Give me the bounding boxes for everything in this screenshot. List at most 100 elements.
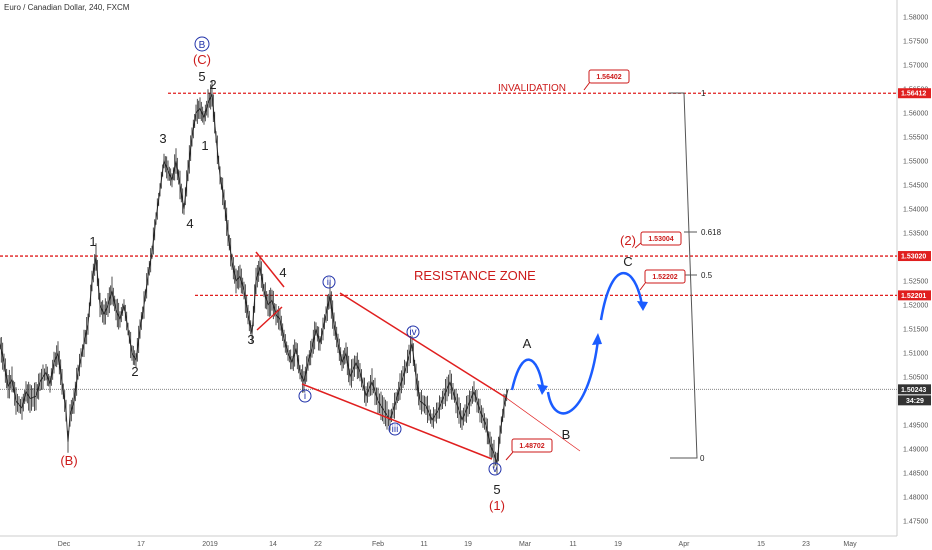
price-axis-bg[interactable] bbox=[897, 0, 932, 536]
wave-label-4-upper: 4 bbox=[186, 216, 193, 231]
x-tick-label: 17 bbox=[137, 541, 145, 548]
projection-arrow-c bbox=[637, 301, 648, 311]
x-tick-label: 19 bbox=[614, 541, 622, 548]
wave-label-5-top: 5 bbox=[198, 69, 205, 84]
price-tags: 1.56412 1.53020 1.52201 1.50243 34:29 bbox=[898, 88, 931, 406]
y-tick-label: 1.52500 bbox=[903, 279, 928, 286]
projection-wave-b bbox=[546, 339, 600, 415]
x-axis-ticks: Dec 17 2019 14 22 Feb 11 19 Mar 11 19 Apr 15 23 May bbox=[58, 541, 857, 548]
x-tick-label: 11 bbox=[420, 541, 427, 548]
wave-label-2-paren: (2) bbox=[620, 233, 636, 248]
wave-v-circle bbox=[488, 462, 502, 476]
callout-156402-text: 1.56402 bbox=[596, 74, 621, 81]
callout-152202-text: 1.52202 bbox=[652, 274, 677, 281]
x-tick-label: Dec bbox=[58, 541, 71, 548]
x-tick-label: 15 bbox=[757, 541, 765, 548]
callout-148702: 1.48702 bbox=[505, 438, 553, 461]
price-levels bbox=[0, 92, 897, 390]
wave-label-iii: iii bbox=[392, 424, 399, 435]
x-tick-label: 23 bbox=[802, 541, 810, 548]
wedge-upper-line bbox=[339, 292, 506, 398]
y-tick-label: 1.51000 bbox=[903, 351, 928, 358]
wave-label-iv: iv bbox=[409, 327, 416, 338]
x-tick-label: Feb bbox=[372, 541, 384, 548]
wave-label-1-paren: (1) bbox=[489, 498, 505, 513]
wave-label-ii: ii bbox=[327, 277, 331, 288]
wave-label-v: v bbox=[493, 464, 498, 475]
x-tick-label: 19 bbox=[464, 541, 472, 548]
y-tick-label: 1.54500 bbox=[903, 183, 928, 190]
x-tick-label: Apr bbox=[679, 541, 691, 548]
wave-label-3-upper: 3 bbox=[159, 131, 166, 146]
projection-arrow-b bbox=[592, 333, 602, 345]
countdown-tag-label: 34:29 bbox=[906, 398, 924, 405]
price-tag-label: 1.56412 bbox=[901, 91, 926, 98]
y-tick-label: 1.55500 bbox=[903, 135, 928, 142]
price-tag-bg bbox=[898, 251, 931, 262]
wave-iii-circle bbox=[388, 422, 402, 436]
wave-label-2-left: 2 bbox=[131, 364, 138, 379]
projection-wave-c bbox=[599, 271, 644, 321]
price-tag-bg bbox=[898, 290, 931, 301]
projection-arrow-a bbox=[537, 384, 548, 395]
triangle-lower-line bbox=[256, 306, 283, 331]
callout-153004-text: 1.53004 bbox=[648, 236, 673, 243]
x-tick-label: 2019 bbox=[202, 541, 218, 548]
wave-B-circle bbox=[194, 36, 210, 52]
wave-label-circle-B: B bbox=[199, 40, 206, 51]
price-tag-label: 1.53020 bbox=[901, 254, 926, 261]
callout-148702-text: 1.48702 bbox=[519, 443, 544, 450]
fib-label-0: 0 bbox=[700, 454, 705, 463]
price-tag-bg bbox=[898, 88, 931, 99]
callout-156402: 1.56402 bbox=[583, 69, 630, 91]
wave-label-2-top: 2 bbox=[209, 77, 216, 92]
wave-ii-circle bbox=[322, 275, 336, 289]
price-tag-label: 1.50243 bbox=[901, 387, 926, 394]
y-tick-label: 1.49000 bbox=[903, 447, 928, 454]
wave-label-3-mid: 3 bbox=[247, 332, 254, 347]
y-tick-label: 1.57000 bbox=[903, 63, 928, 70]
y-tick-label: 1.49500 bbox=[903, 423, 928, 430]
price-series bbox=[0, 81, 509, 475]
wave-label-i: i bbox=[304, 391, 306, 402]
y-tick-label: 1.56000 bbox=[903, 111, 928, 118]
y-tick-label: 1.58000 bbox=[903, 15, 928, 22]
chart-title: Euro / Canadian Dollar, 240, FXCM bbox=[4, 3, 130, 12]
wave-label-C-paren: (C) bbox=[193, 52, 211, 67]
y-tick-label: 1.47500 bbox=[903, 519, 928, 526]
y-tick-label: 1.53500 bbox=[903, 231, 928, 238]
y-tick-label: 1.52000 bbox=[903, 303, 928, 310]
wedge-lower-line bbox=[301, 383, 493, 460]
y-tick-label: 1.55000 bbox=[903, 159, 928, 166]
x-tick-label: Mar bbox=[519, 541, 532, 548]
projection-wave-a bbox=[510, 358, 545, 391]
countdown-tag-bg bbox=[898, 395, 931, 406]
x-tick-label: 22 bbox=[314, 541, 322, 548]
x-tick-label: May bbox=[843, 541, 857, 548]
wave-label-C: C bbox=[623, 254, 632, 269]
triangle-upper-line bbox=[255, 251, 285, 288]
y-tick-label: 1.57500 bbox=[903, 39, 928, 46]
resistance-zone-label: RESISTANCE ZONE bbox=[414, 268, 536, 283]
y-tick-label: 1.50500 bbox=[903, 375, 928, 382]
wave-iv-circle bbox=[406, 325, 420, 339]
y-tick-label: 1.48500 bbox=[903, 471, 928, 478]
wave-label-4-mid: 4 bbox=[279, 265, 286, 280]
callout-152202: 1.52202 bbox=[639, 269, 686, 291]
callout-153004: 1.53004 bbox=[634, 231, 682, 249]
x-tick-label: 11 bbox=[569, 541, 576, 548]
x-tick-label: 14 bbox=[269, 541, 277, 548]
wave-label-A: A bbox=[523, 336, 532, 351]
y-tick-label: 1.54000 bbox=[903, 207, 928, 214]
wave-label-5-bottom: 5 bbox=[493, 482, 500, 497]
wave-label-1-left: 1 bbox=[89, 234, 96, 249]
y-tick-label: 1.51500 bbox=[903, 327, 928, 334]
price-tag-bg bbox=[898, 384, 931, 395]
invalidation-label: INVALIDATION bbox=[498, 83, 566, 94]
price-tag-label: 1.52201 bbox=[901, 293, 926, 300]
wave-label-B-proj: B bbox=[562, 427, 571, 442]
wave-i-circle bbox=[298, 389, 312, 403]
fib-label-0618: 0.618 bbox=[701, 228, 722, 237]
wave-label-B-paren: (B) bbox=[60, 453, 77, 468]
